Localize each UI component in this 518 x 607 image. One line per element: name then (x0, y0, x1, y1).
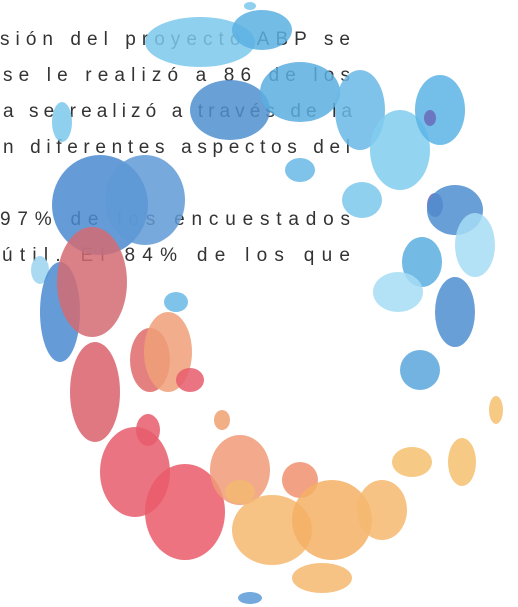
blob (415, 75, 465, 145)
blob (335, 70, 385, 150)
blob (357, 480, 407, 540)
blob (232, 495, 312, 565)
text-line: útil. El 84% de los que (2, 245, 350, 266)
blob (260, 62, 340, 122)
blob (164, 292, 188, 312)
blob (225, 480, 255, 504)
blob (292, 563, 352, 593)
decorative-blobs (31, 2, 503, 604)
blob (448, 438, 476, 486)
blob (292, 480, 372, 560)
blob (176, 368, 204, 392)
blob (70, 342, 120, 442)
blob (105, 155, 185, 245)
blob (232, 10, 292, 50)
blob (400, 350, 440, 390)
blob (31, 256, 49, 284)
blob (210, 435, 270, 505)
blob (370, 110, 430, 190)
blob (244, 2, 256, 10)
blob (402, 237, 442, 287)
blob (238, 592, 262, 604)
blob (52, 102, 72, 142)
blob (455, 213, 495, 277)
blob (214, 410, 230, 430)
blob (285, 158, 315, 182)
blob (435, 277, 475, 347)
blob (424, 110, 436, 126)
text-line: n diferentes aspectos del (3, 137, 350, 158)
blob (392, 447, 432, 477)
blob (57, 227, 127, 337)
blob (190, 80, 270, 140)
blob (342, 182, 382, 218)
blob (373, 272, 423, 312)
blob (145, 464, 225, 560)
blob (489, 396, 503, 424)
blob (145, 17, 255, 67)
